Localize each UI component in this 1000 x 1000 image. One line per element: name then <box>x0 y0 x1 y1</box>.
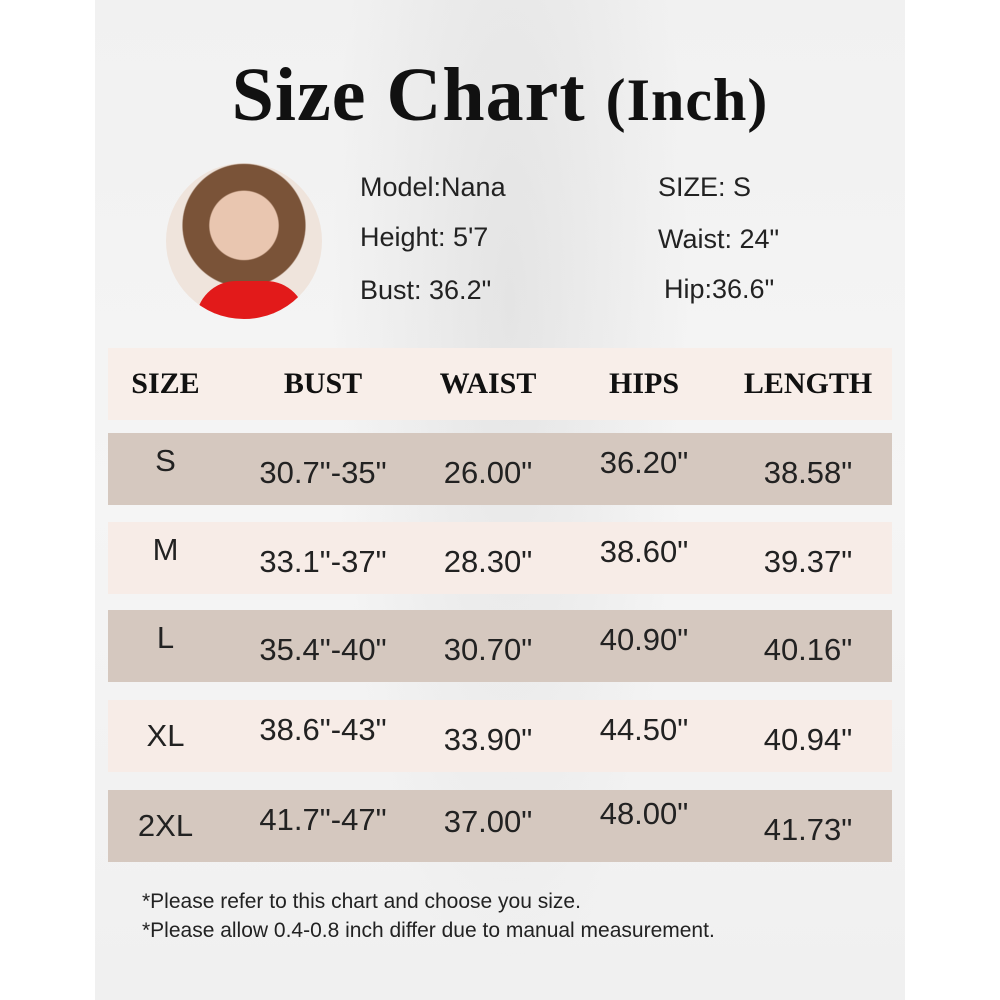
model-waist: Waist: 24" <box>658 224 780 254</box>
table-cell-length: 40.94" <box>763 722 853 757</box>
table-cell-hips: 40.90" <box>599 622 689 657</box>
title-unit: (Inch) <box>605 67 769 133</box>
table-cell-size: M <box>152 532 179 567</box>
table-cell-size: 2XL <box>137 808 194 843</box>
column-header-size: SIZE <box>131 367 200 400</box>
model-size: SIZE: S <box>658 172 752 202</box>
column-header-waist: WAIST <box>439 367 537 400</box>
table-cell-length: 39.37" <box>763 544 853 579</box>
table-cell-waist: 33.90" <box>443 722 533 757</box>
table-row: L 35.4"-40" 30.70" 40.90" 40.16" <box>108 610 892 682</box>
table-cell-size: XL <box>146 718 185 753</box>
table-cell-length: 38.58" <box>763 455 853 490</box>
table-cell-bust: 38.6"-43" <box>259 712 387 747</box>
table-cell-bust: 30.7"-35" <box>259 455 387 490</box>
table-cell-hips: 38.60" <box>599 534 689 569</box>
model-hip: Hip:36.6" <box>664 274 775 304</box>
table-header-row: SIZE BUST WAIST HIPS LENGTH <box>108 348 892 420</box>
table-cell-hips: 36.20" <box>599 445 689 480</box>
table-row: S 30.7"-35" 26.00" 36.20" 38.58" <box>108 433 892 505</box>
table-cell-bust: 41.7"-47" <box>259 802 387 837</box>
title-main: Size Chart <box>231 53 586 137</box>
table-cell-size: S <box>155 443 176 478</box>
table-cell-waist: 37.00" <box>443 804 533 839</box>
table-cell-waist: 26.00" <box>443 455 533 490</box>
table-cell-bust: 33.1"-37" <box>259 544 387 579</box>
table-row: XL 38.6"-43" 33.90" 44.50" 40.94" <box>108 700 892 772</box>
note-2: *Please allow 0.4-0.8 inch differ due to… <box>142 919 715 942</box>
column-header-bust: BUST <box>283 367 363 400</box>
note-1: *Please refer to this chart and choose y… <box>142 890 581 913</box>
model-height: Height: 5'7 <box>360 222 489 252</box>
column-header-length: LENGTH <box>743 367 873 400</box>
table-cell-size: L <box>156 620 175 655</box>
table-cell-waist: 30.70" <box>443 632 533 667</box>
table-cell-length: 41.73" <box>763 812 853 847</box>
model-avatar <box>166 163 322 319</box>
table-cell-bust: 35.4"-40" <box>259 632 387 667</box>
column-header-hips: HIPS <box>608 367 680 400</box>
model-name: Model:Nana <box>360 172 506 202</box>
page-title: Size Chart (Inch) <box>0 52 1000 139</box>
table-cell-waist: 28.30" <box>443 544 533 579</box>
model-bust: Bust: 36.2" <box>360 275 492 305</box>
table-cell-length: 40.16" <box>763 632 853 667</box>
table-cell-hips: 44.50" <box>599 712 689 747</box>
table-row: 2XL 41.7"-47" 37.00" 48.00" 41.73" <box>108 790 892 862</box>
table-cell-hips: 48.00" <box>599 796 689 831</box>
table-row: M 33.1"-37" 28.30" 38.60" 39.37" <box>108 522 892 594</box>
